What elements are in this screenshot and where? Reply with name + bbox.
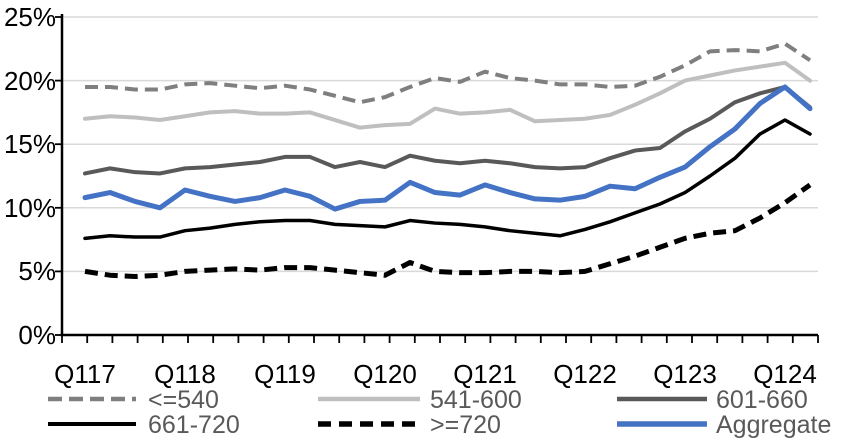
x-tick-label-q118: Q118 — [154, 359, 216, 389]
legend-label-gte720: >=720 — [430, 411, 501, 439]
y-tick-label-5: 5% — [18, 256, 56, 286]
legend-label-541-600: 541-600 — [430, 386, 522, 414]
legend: <=540 541-600 601-660 661-720 >=720 Aggr… — [48, 386, 831, 439]
y-tick-label-25: 25% — [4, 2, 56, 32]
legend-label-601-660: 601-660 — [716, 386, 808, 414]
legend-item-aggregate: Aggregate — [617, 411, 831, 439]
series-line-540 — [85, 41, 812, 105]
x-tick-label-q117: Q117 — [54, 359, 116, 389]
x-axis-labels: Q117 Q118 Q119 Q120 Q121 Q122 Q123 Q124 — [54, 359, 817, 389]
series-layer — [82, 41, 813, 279]
tick-layer — [55, 16, 819, 343]
x-tick-label-q119: Q119 — [254, 359, 316, 389]
series-line-aggregate — [82, 84, 813, 212]
legend-label-aggregate: Aggregate — [716, 411, 831, 439]
y-tick-label-10: 10% — [4, 193, 56, 223]
series-line-661720 — [83, 118, 812, 241]
y-tick-label-15: 15% — [4, 129, 56, 159]
x-tick-label-q122: Q122 — [553, 359, 617, 389]
legend-label-lte540: <=540 — [148, 386, 219, 414]
series-line-541600 — [83, 60, 812, 130]
legend-label-661-720: 661-720 — [148, 411, 240, 439]
legend-item-gte720: >=720 — [318, 411, 501, 439]
x-tick-label-q123: Q123 — [653, 359, 717, 389]
legend-item-lte540: <=540 — [48, 386, 219, 414]
y-tick-label-0: 0% — [18, 320, 56, 350]
y-axis-labels: 0% 5% 10% 15% 20% 25% — [4, 2, 56, 350]
x-tick-label-q124: Q124 — [753, 359, 817, 389]
x-tick-label-q120: Q120 — [353, 359, 417, 389]
series-line-720 — [84, 182, 812, 279]
legend-item-661-720: 661-720 — [48, 411, 240, 439]
legend-item-601-660: 601-660 — [617, 386, 808, 414]
y-tick-label-20: 20% — [4, 66, 56, 96]
axes — [60, 14, 818, 337]
series-line-601660 — [83, 84, 812, 176]
x-tick-label-q121: Q121 — [453, 359, 517, 389]
legend-item-541-600: 541-600 — [318, 386, 522, 414]
